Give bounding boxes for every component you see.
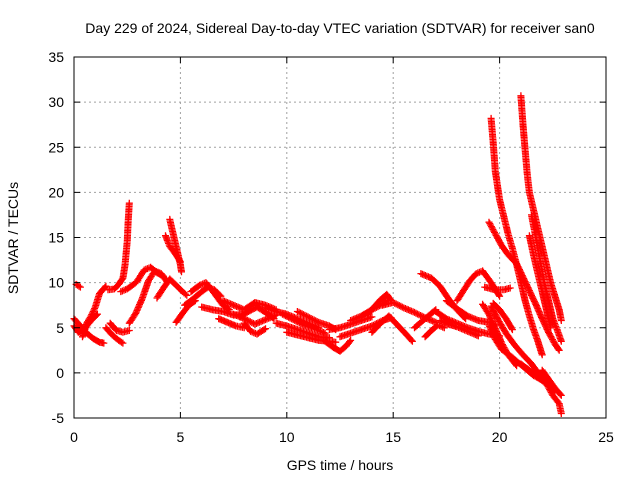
series-arc-49 <box>538 366 565 399</box>
plus-markers <box>240 319 269 338</box>
plus-markers <box>487 114 546 359</box>
y-tick-label: 30 <box>48 94 64 110</box>
plus-markers <box>489 299 516 334</box>
y-tick-label: 25 <box>48 139 64 155</box>
series-arc-53 <box>525 232 555 332</box>
plus-markers <box>215 315 248 332</box>
series-arc-22 <box>240 319 269 338</box>
grid <box>74 57 606 418</box>
series-arc-42 <box>481 283 514 294</box>
x-tick-label: 20 <box>492 429 508 445</box>
series-arc-13 <box>162 232 184 266</box>
series-arc-37 <box>421 321 448 341</box>
series-arc-32 <box>364 290 395 318</box>
plus-markers <box>528 211 565 345</box>
plus-markers <box>538 366 565 399</box>
series-arc-16 <box>187 279 233 314</box>
series-arc-40 <box>453 267 504 305</box>
plus-markers <box>79 282 110 341</box>
series-arc-11 <box>153 275 191 302</box>
plus-markers <box>72 280 84 291</box>
series-arc-28 <box>321 336 355 355</box>
series-arc-25 <box>279 310 329 337</box>
plus-markers <box>421 321 448 341</box>
series-arc-07 <box>106 319 133 336</box>
chart-title: Day 229 of 2024, Sidereal Day-to-day VTE… <box>85 20 595 36</box>
y-tick-label: -5 <box>52 410 65 426</box>
x-tick-label: 10 <box>279 429 295 445</box>
plus-markers <box>102 324 127 347</box>
plus-markers <box>411 306 440 332</box>
series-arc-24 <box>272 319 333 342</box>
series-arc-50 <box>487 114 546 359</box>
plus-markers <box>187 279 233 314</box>
x-tick-label: 5 <box>177 429 185 445</box>
y-tick-label: 35 <box>48 49 64 65</box>
plus-markers <box>364 290 395 318</box>
series-arc-14 <box>172 297 199 326</box>
plus-markers <box>481 283 514 294</box>
series-arc-21 <box>236 303 278 323</box>
series-arc-08 <box>117 277 142 296</box>
y-tick-label: 5 <box>56 320 64 336</box>
plus-markers <box>236 303 278 323</box>
plus-markers <box>453 267 504 305</box>
y-axis-label: SDTVAR / TECUs <box>5 182 21 294</box>
x-tick-label: 0 <box>70 429 78 445</box>
plus-markers <box>279 310 329 337</box>
plus-markers <box>325 313 376 334</box>
plus-markers <box>162 232 184 266</box>
series-arc-18 <box>215 315 248 332</box>
tick-labels: 0 5 10 15 20 25 -5 0 5 10 15 20 25 30 35 <box>48 49 614 445</box>
plus-markers <box>104 199 133 294</box>
x-tick-label: 25 <box>598 429 614 445</box>
plus-markers <box>525 232 555 332</box>
plus-markers <box>117 277 142 296</box>
plus-markers <box>517 360 565 417</box>
series-arc-29 <box>325 313 376 334</box>
series-arc-46 <box>489 299 516 334</box>
y-tick-label: 0 <box>56 365 64 381</box>
plus-markers <box>479 300 521 370</box>
plus-markers <box>436 317 482 340</box>
plus-markers <box>153 275 191 302</box>
plus-markers <box>134 263 167 284</box>
plus-markers <box>321 336 355 355</box>
series-arc-05 <box>102 324 127 347</box>
series-arc-04 <box>79 282 110 341</box>
x-tick-label: 15 <box>385 429 401 445</box>
series-arc-10 <box>134 263 167 284</box>
series-arc-52 <box>528 211 565 345</box>
series-arc-03 <box>72 280 84 291</box>
plus-markers <box>106 319 133 336</box>
series-arc-47 <box>479 300 521 370</box>
plus-markers <box>368 312 416 345</box>
series-arc-41 <box>436 317 482 340</box>
series-arc-06 <box>104 199 133 294</box>
y-tick-label: 15 <box>48 230 64 246</box>
y-tick-label: 10 <box>48 275 64 291</box>
series-arc-48 <box>517 360 565 417</box>
series-arc-33 <box>368 312 416 345</box>
plus-markers <box>172 297 199 326</box>
series-arc-35 <box>411 306 440 332</box>
plus-markers <box>272 319 333 342</box>
axis-ticks <box>73 56 607 419</box>
x-axis-label: GPS time / hours <box>287 457 394 473</box>
y-tick-label: 20 <box>48 184 64 200</box>
